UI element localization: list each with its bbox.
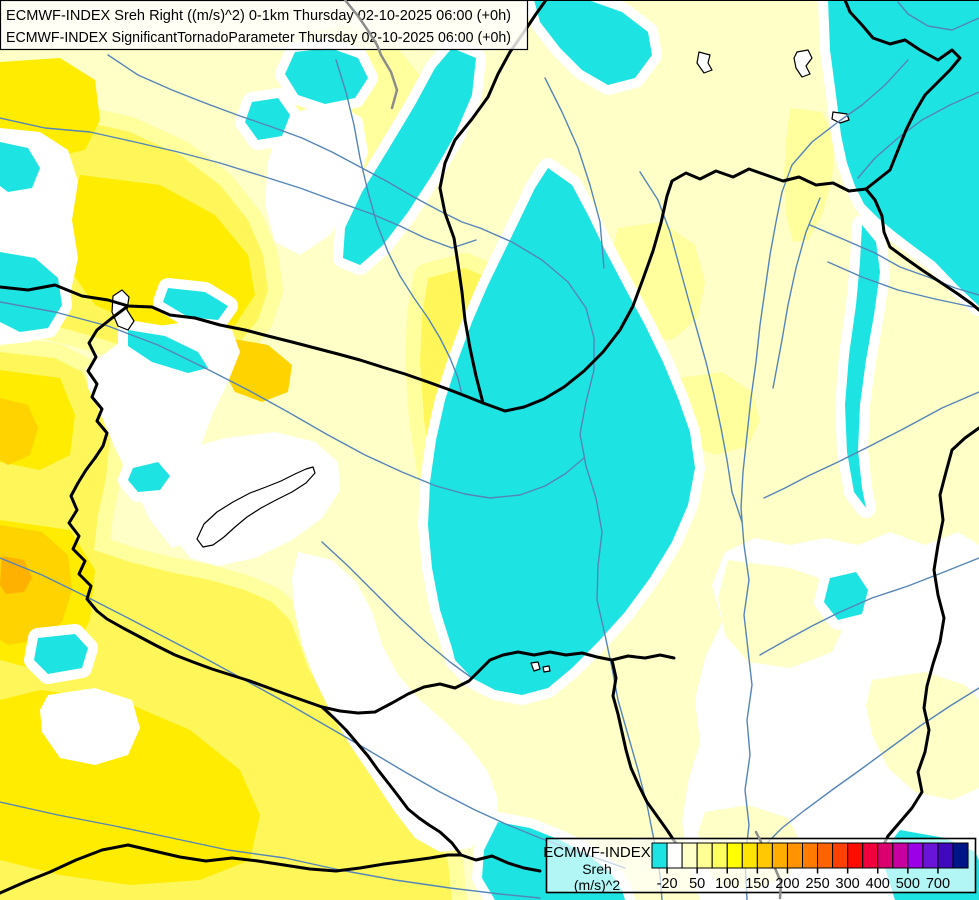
title-line-1: ECMWF-INDEX Sreh Right ((m/s)^2) 0-1km T… xyxy=(6,7,511,24)
legend-color-cell xyxy=(922,842,939,869)
small-lake xyxy=(793,49,813,78)
small-lake xyxy=(831,111,850,124)
legend-color-cell xyxy=(726,842,743,869)
legend-color-cell xyxy=(786,842,804,869)
legend-product-label: ECMWF-INDEX xyxy=(543,844,651,861)
golden-regions xyxy=(0,338,528,645)
legend-color-cell xyxy=(862,842,879,869)
legend-color-cell xyxy=(802,842,819,869)
legend-tick-label: 100 xyxy=(715,876,739,892)
legend-color-cell xyxy=(892,842,909,869)
legend-color-cell xyxy=(681,842,698,869)
title-box: ECMWF-INDEX Sreh Right ((m/s)^2) 0-1km T… xyxy=(0,0,529,57)
legend-tick-label: 150 xyxy=(745,876,769,892)
legend-color-cell xyxy=(666,842,683,869)
orange-regions xyxy=(0,556,32,594)
legend-color-cell xyxy=(847,842,864,869)
legend-tick-label: 700 xyxy=(926,876,950,892)
legend-color-cell xyxy=(877,842,894,869)
legend-box: ECMWF-INDEX Sreh (m/s)^2 -20 50 100 150 200 2… xyxy=(543,830,977,900)
legend-color-cell xyxy=(711,842,728,869)
lake-balaton xyxy=(196,466,316,548)
legend-tick-label: 500 xyxy=(896,876,920,892)
legend-color-cell xyxy=(832,842,849,869)
small-lake xyxy=(530,661,541,672)
small-lake xyxy=(542,665,551,673)
legend-tick-label: 300 xyxy=(836,876,860,892)
legend-units-label: (m/s)^2 xyxy=(574,877,620,893)
legend-colorbar: -20 50 100 150 200 250 300 400 500 700 xyxy=(651,842,969,892)
legend-color-cell xyxy=(817,842,834,869)
legend-parameter-label: Sreh xyxy=(582,861,612,877)
gray-border-lines xyxy=(379,53,399,110)
legend-color-cell xyxy=(907,842,924,869)
legend-color-cell xyxy=(741,842,758,869)
legend-tick-label: 50 xyxy=(689,876,705,892)
small-lake xyxy=(696,51,713,74)
legend-color-cell xyxy=(771,842,788,869)
legend-color-cell xyxy=(756,842,773,869)
legend-color-cell xyxy=(937,842,954,869)
title-line-2: ECMWF-INDEX SignificantTornadoParameter … xyxy=(6,29,511,46)
legend-tick-label: 400 xyxy=(866,876,890,892)
legend-tick-label: -20 xyxy=(657,876,678,892)
legend-tick-label: 250 xyxy=(805,876,829,892)
gray-border-over-title xyxy=(343,0,383,57)
legend-tick-label: 200 xyxy=(775,876,799,892)
legend-color-cell xyxy=(952,842,969,869)
legend-color-cell xyxy=(651,842,668,869)
legend-color-cell xyxy=(696,842,713,869)
